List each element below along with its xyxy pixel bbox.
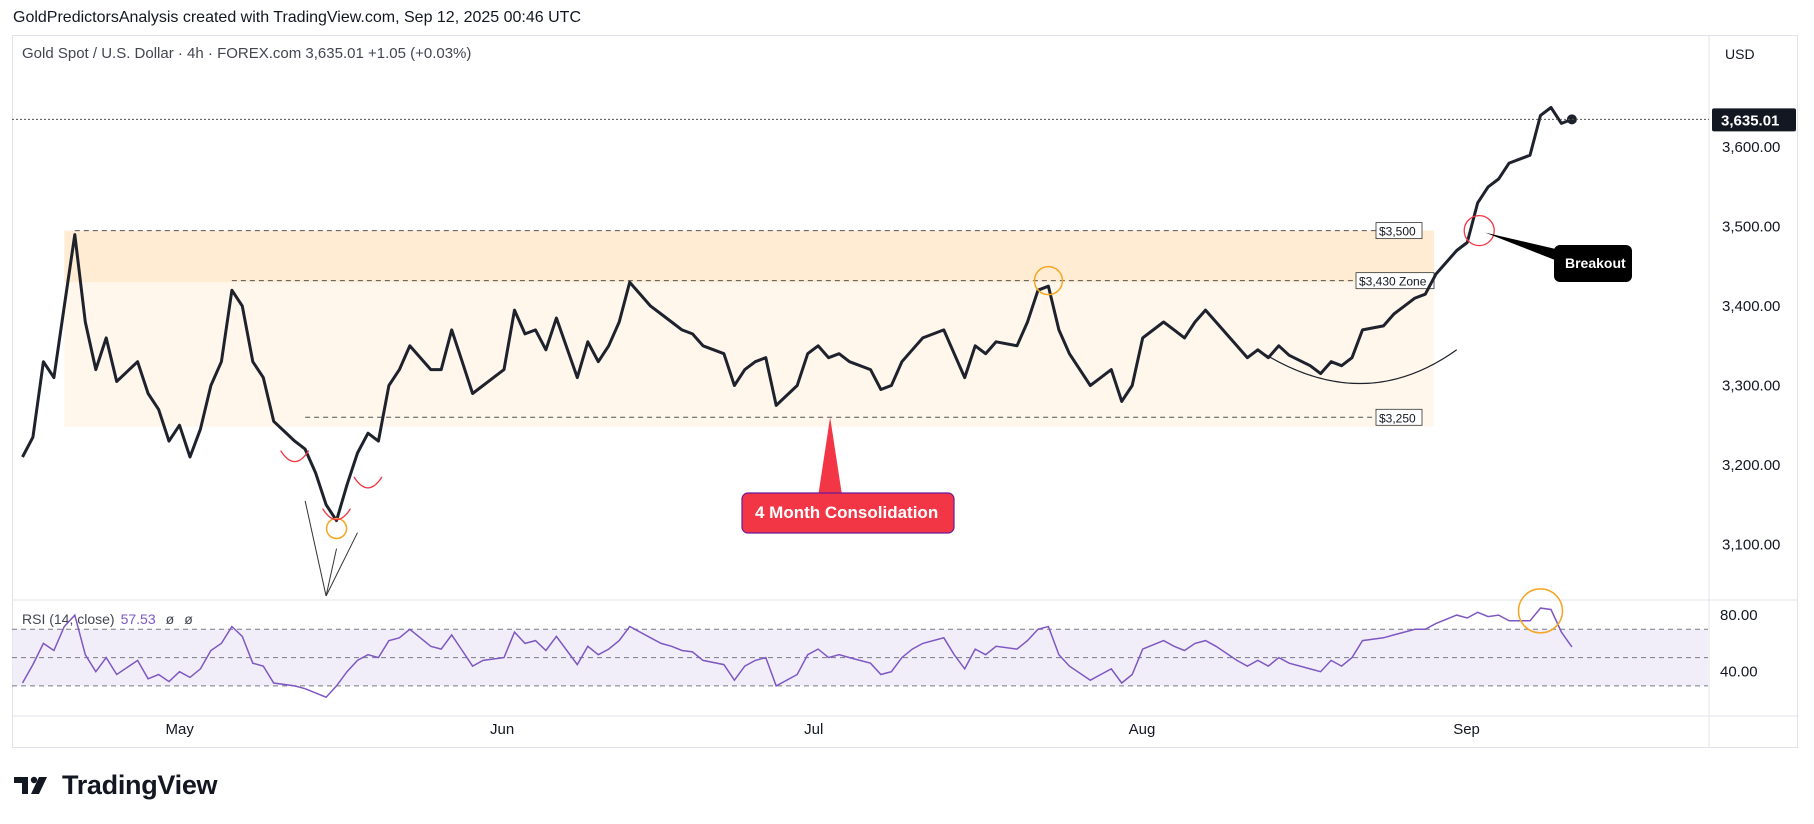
rsi-value: 57.53 (120, 611, 156, 627)
arrow-line (325, 548, 338, 597)
last-price-tag (1712, 108, 1796, 132)
price-tick-label: 3,300.00 (1722, 378, 1780, 395)
breakout-pointer (1485, 232, 1560, 262)
level-label: $3,500 (1379, 225, 1416, 239)
bottom-arc (280, 450, 310, 463)
chart-frame (12, 35, 1798, 748)
rsi-line (21, 607, 1573, 699)
rsi-tick-label: 40.00 (1720, 664, 1758, 681)
last-price-dot (1566, 114, 1577, 125)
price-tick-label: 3,600.00 (1722, 139, 1780, 156)
price-line (21, 106, 1573, 523)
tradingview-logo-icon (14, 776, 47, 794)
tradingview-wordmark: TradingView (62, 770, 218, 800)
consolidation-text: 4 Month Consolidation (755, 503, 938, 522)
breakout-callout (1554, 245, 1632, 282)
rsi-label: RSI (14, close) (22, 611, 115, 627)
level-label: $3,250 (1379, 411, 1416, 425)
arrow-line (325, 532, 358, 597)
time-tick-label: May (166, 721, 195, 738)
cup-curve (1257, 349, 1458, 385)
level-label: $3,430 Zone (1359, 275, 1427, 289)
rsi-legend[interactable]: RSI (14, close) 57.53 ø ø (22, 611, 193, 627)
price-tick-label: 3,200.00 (1722, 457, 1780, 474)
arrow-line (304, 500, 327, 597)
time-tick-label: Aug (1129, 721, 1156, 738)
level-label-box (1375, 408, 1423, 426)
last-price-tag-label: 3,635.01 (1721, 112, 1779, 129)
level-label-box (1375, 222, 1423, 240)
price-tick-label: 3,100.00 (1722, 536, 1780, 553)
rsi-extra-2: ø (184, 611, 193, 627)
time-tick-label: Sep (1453, 721, 1480, 738)
consolidation-pointer (818, 417, 843, 496)
bottom-arc (353, 476, 383, 489)
price-tick-label: 3,400.00 (1722, 298, 1780, 315)
bottom-arc (321, 508, 352, 521)
resistance-band (64, 230, 1434, 283)
breakout-circle (1463, 214, 1495, 247)
highlight-circle (1033, 265, 1064, 296)
rsi-tick-label: 80.00 (1720, 607, 1758, 624)
currency-label[interactable]: USD (1725, 46, 1755, 62)
price-tick-label: 3,500.00 (1722, 219, 1780, 236)
highlight-circle (325, 517, 348, 540)
chart-credit: GoldPredictorsAnalysis created with Trad… (13, 9, 581, 26)
symbol-legend[interactable]: Gold Spot / U.S. Dollar · 4h · FOREX.com… (22, 45, 472, 62)
consolidation-callout (741, 492, 955, 534)
tradingview-logo[interactable]: TradingView (14, 770, 218, 801)
rsi-extra-1: ø (165, 611, 175, 627)
time-tick-label: Jun (490, 721, 514, 738)
breakout-text: Breakout (1565, 255, 1626, 271)
time-tick-label: Jul (804, 721, 823, 738)
rsi-highlight-circle (1517, 588, 1564, 634)
